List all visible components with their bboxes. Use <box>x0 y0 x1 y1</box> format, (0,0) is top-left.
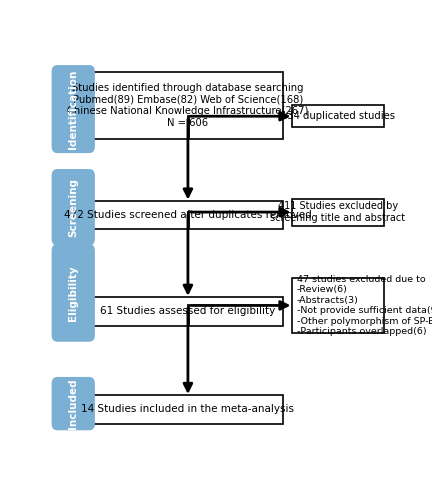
FancyBboxPatch shape <box>92 200 283 230</box>
FancyBboxPatch shape <box>292 198 384 226</box>
Text: 47 studies excluded due to
-Review(6)
-Abstracts(3)
-Not provide sufficient data: 47 studies excluded due to -Review(6) -A… <box>297 275 432 336</box>
FancyBboxPatch shape <box>52 378 94 430</box>
Text: 134 duplicated studies: 134 duplicated studies <box>281 111 395 121</box>
Text: 14 Studies included in the meta-analysis: 14 Studies included in the meta-analysis <box>81 404 295 414</box>
Text: 61 Studies assessed for eligibility: 61 Studies assessed for eligibility <box>100 306 276 316</box>
FancyBboxPatch shape <box>92 72 283 139</box>
FancyBboxPatch shape <box>52 66 94 152</box>
FancyBboxPatch shape <box>292 278 384 334</box>
Text: Identification: Identification <box>68 70 78 149</box>
FancyBboxPatch shape <box>52 245 94 341</box>
Text: 472 Studies screened after duplicates removed: 472 Studies screened after duplicates re… <box>64 210 312 220</box>
FancyBboxPatch shape <box>52 170 94 245</box>
FancyBboxPatch shape <box>92 297 283 326</box>
FancyBboxPatch shape <box>92 395 283 424</box>
Text: Studies identified through database searching
Pubmed(89) Embase(82) Web of Scien: Studies identified through database sear… <box>67 83 308 128</box>
Text: Eligibility: Eligibility <box>68 265 78 320</box>
FancyBboxPatch shape <box>292 105 384 128</box>
Text: Screening: Screening <box>68 178 78 237</box>
Text: 411 Studies excluded by
screening title and abstract: 411 Studies excluded by screening title … <box>270 202 405 223</box>
Text: Included: Included <box>68 378 78 429</box>
